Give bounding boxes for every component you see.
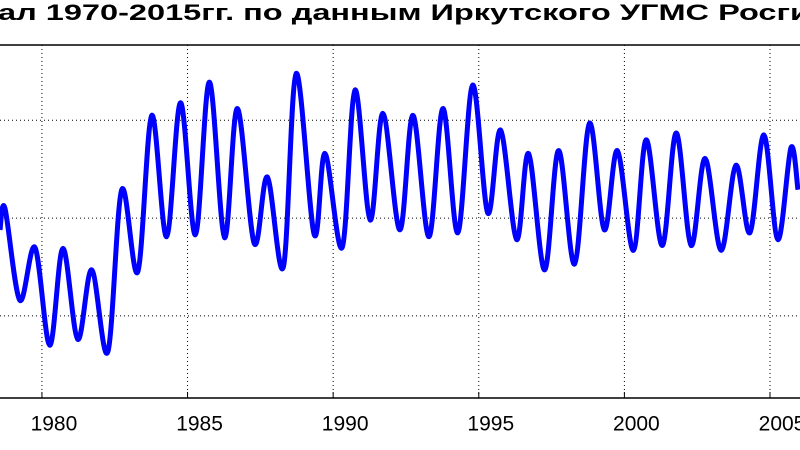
chart-title: ал 1970-2015гг. по данным Иркутского УГМ… bbox=[0, 0, 800, 25]
x-tick-label: 1995 bbox=[467, 413, 514, 436]
x-tick-label: 2005 bbox=[759, 413, 800, 436]
series-line bbox=[0, 70, 800, 356]
x-tick-label: 2000 bbox=[613, 413, 660, 436]
x-tick-label: 1980 bbox=[31, 413, 78, 436]
x-tick-label: 1985 bbox=[176, 413, 223, 436]
x-tick-label: 1990 bbox=[322, 413, 369, 436]
